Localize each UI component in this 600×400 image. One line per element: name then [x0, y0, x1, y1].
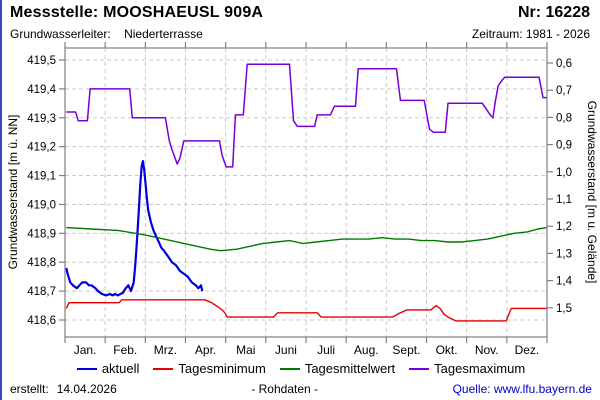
legend-line-tagesmittelwert-icon	[279, 367, 300, 370]
chart-footer: erstellt: 14.04.2026 - Rohdaten - Quelle…	[10, 382, 592, 396]
left-axis-tick-label: 418,7	[27, 286, 56, 298]
left-axis-tick-label: 419,2	[27, 142, 56, 154]
month-label: Jan.	[74, 343, 97, 357]
left-axis-tick-label: 419,5	[27, 55, 56, 67]
right-axis-tick-label: 1,5	[556, 303, 572, 315]
legend-line-tagesmaximum-icon	[409, 367, 430, 370]
month-label: Sept.	[392, 343, 420, 357]
left-axis-tick-label: 419,3	[27, 113, 56, 125]
right-axis-tick-label: 1,0	[556, 167, 572, 179]
created-date: 14.04.2026	[56, 382, 117, 396]
chart-line-tagesmittelwert	[66, 226, 548, 252]
station-number: Nr: 16228	[517, 4, 590, 21]
month-label: Mrz.	[154, 343, 177, 357]
legend-line-tagesminimum-icon	[153, 367, 174, 370]
month-label: Nov.	[475, 343, 499, 357]
left-axis-tick-label: 419,0	[27, 199, 56, 211]
legend-label-tagesmaximum: Tagesmaximum	[434, 361, 526, 376]
left-axis-tick-label: 419,1	[27, 171, 56, 183]
legend-item-tagesmaximum: Tagesmaximum	[409, 361, 525, 376]
chart-line-tagesmaximum	[66, 63, 547, 168]
header-row-2: Grundwasserleiter: Niederterrasse Zeitra…	[10, 27, 590, 41]
header-row-1: Messstelle: MOOSHAEUSL 909A Nr: 16228	[10, 4, 590, 22]
right-axis-tick-label: 1,3	[556, 248, 572, 260]
month-label: Okt.	[436, 343, 458, 357]
legend-item-tagesminimum: Tagesminimum	[153, 361, 266, 376]
month-label: Dez.	[515, 343, 540, 357]
aquifer-info: Grundwasserleiter: Niederterrasse	[10, 27, 203, 41]
left-axis-tick-label: 418,9	[27, 228, 56, 240]
aquifer-value: Niederterrasse	[124, 27, 203, 41]
month-label: Apr.	[195, 343, 216, 357]
legend-label-aktuell: aktuell	[101, 361, 140, 376]
month-label: Juli	[317, 343, 335, 357]
legend-item-aktuell: aktuell	[76, 361, 140, 376]
month-label: Juni	[275, 343, 297, 357]
month-label: Mai	[236, 343, 255, 357]
chart-line-tagesminimum	[65, 299, 547, 322]
right-axis-tick-label: 0,8	[556, 112, 572, 124]
left-axis-tick-label: 418,8	[27, 257, 56, 269]
right-axis-tick-label: 0,7	[556, 85, 572, 97]
left-axis-tick-label: 419,4	[27, 84, 56, 96]
rohdaten-note: - Rohdaten -	[251, 382, 319, 396]
left-axis-tick-label: 418,6	[27, 315, 56, 327]
chart-plot-area: 419,5 419,4 419,3 419,2 419,1 419,0 418,9 418,8…	[6, 42, 599, 357]
created-info: erstellt: 14.04.2026	[10, 382, 117, 396]
month-label: Aug.	[354, 343, 379, 357]
right-axis-tick-label: 1,1	[556, 194, 572, 206]
right-axis-tick-label: 0,9	[556, 140, 572, 152]
right-axis-tick-label: 0,6	[556, 58, 572, 70]
aquifer-label: Grundwasserleiter:	[10, 27, 111, 41]
right-axis-tick-label: 1,4	[556, 276, 573, 288]
legend-label-tagesmittelwert: Tagesmittelwert	[304, 361, 396, 376]
legend-line-aktuell-icon	[76, 367, 97, 370]
left-axis-title: Grundwasserstand [m ü. NN]	[6, 115, 20, 270]
source-link[interactable]: Quelle: www.lfu.bayern.de	[452, 382, 592, 396]
legend-item-tagesmittelwert: Tagesmittelwert	[279, 361, 396, 376]
created-label: erstellt:	[10, 382, 49, 396]
period-label: Zeitraum: 1981 - 2026	[471, 27, 590, 41]
page-title: Messstelle: MOOSHAEUSL 909A	[10, 4, 264, 21]
month-label: Feb.	[113, 343, 137, 357]
right-axis-title: Grundwasserstand [m u. Gelände]	[585, 101, 599, 284]
legend-label-tagesminimum: Tagesminimum	[178, 361, 266, 376]
right-axis-tick-label: 1,2	[556, 221, 572, 233]
chart-legend: aktuell Tagesminimum Tagesmittelwert Tag…	[2, 361, 600, 376]
chart-line-aktuell	[65, 160, 204, 297]
